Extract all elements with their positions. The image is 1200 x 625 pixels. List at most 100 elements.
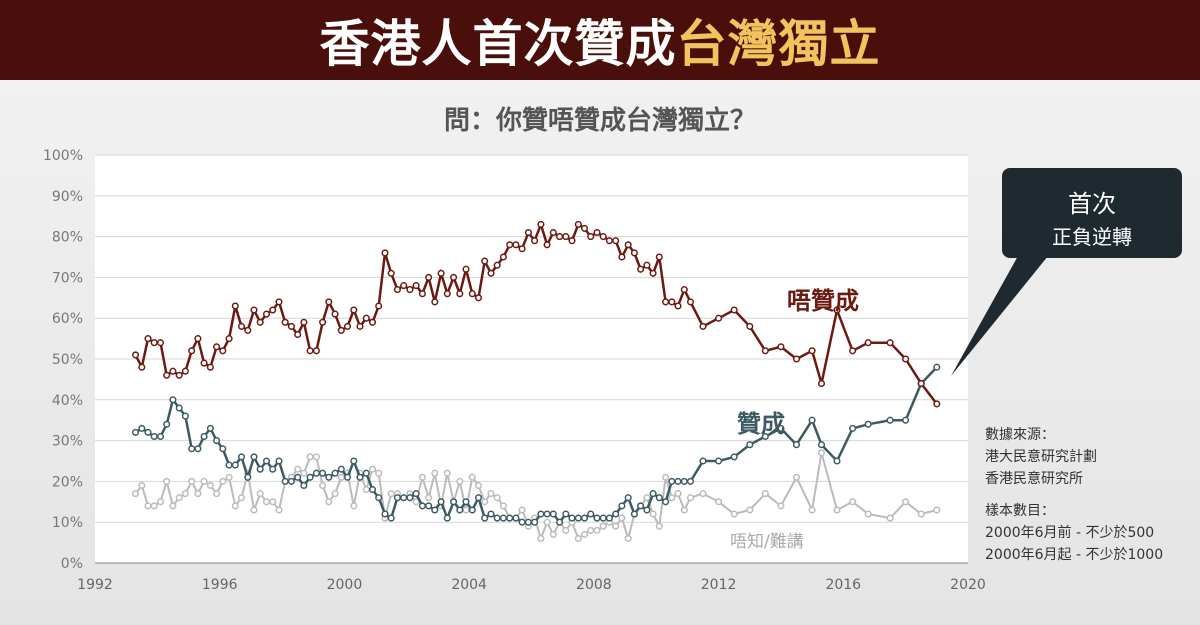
data-point-dontknow (468, 473, 476, 481)
data-point-dontknow (150, 502, 158, 510)
series-label-dontknow: 唔知/難講 (730, 532, 804, 552)
data-point-oppose (325, 298, 333, 306)
data-point-dontknow (163, 477, 171, 485)
data-point-oppose (262, 310, 271, 318)
data-point-oppose (668, 298, 676, 306)
data-point-dontknow (256, 490, 264, 498)
data-point-oppose (225, 335, 233, 343)
data-point-support (150, 432, 158, 441)
data-point-oppose (213, 343, 221, 351)
data-point-oppose (319, 318, 327, 326)
data-point-dontknow (587, 526, 595, 534)
data-point-support (343, 473, 352, 481)
y-tick-label: 20% (52, 474, 83, 490)
data-point-dontknow (387, 490, 395, 498)
data-point-support (406, 494, 414, 502)
data-point-oppose (206, 363, 214, 371)
data-point-dontknow (319, 481, 327, 490)
title-highlight: 台灣獨立 (676, 15, 881, 73)
data-point-support (131, 428, 140, 436)
data-point-oppose (574, 220, 582, 228)
y-tick-label: 50% (52, 352, 83, 368)
data-point-support (275, 457, 283, 465)
data-point-dontknow (262, 498, 271, 506)
data-point-support (531, 518, 539, 526)
data-point-support (188, 445, 196, 453)
data-point-oppose (593, 228, 601, 237)
data-point-support (262, 457, 271, 465)
data-point-support (200, 432, 208, 441)
data-point-dontknow (188, 477, 196, 485)
data-point-oppose (493, 261, 501, 269)
data-point-support (556, 518, 564, 526)
data-point-oppose (531, 237, 539, 245)
data-point-oppose (287, 322, 295, 330)
data-point-support (256, 465, 264, 473)
data-point-dontknow (194, 490, 202, 498)
y-tick-label: 90% (52, 189, 83, 205)
data-point-oppose (250, 306, 258, 314)
data-point-oppose (637, 265, 645, 273)
data-point-oppose (456, 290, 464, 298)
data-point-support (493, 514, 501, 522)
data-point-dontknow (612, 522, 620, 530)
x-tick-label: 2008 (576, 577, 612, 593)
data-point-dontknow (808, 506, 816, 514)
data-point-oppose (487, 269, 495, 277)
data-point-dontknow (543, 518, 551, 526)
data-point-oppose (337, 326, 345, 334)
data-point-support (437, 498, 445, 506)
data-point-support (269, 465, 277, 473)
data-point-dontknow (746, 506, 754, 514)
data-point-dontknow (599, 522, 607, 530)
data-point-support (169, 396, 177, 404)
data-point-support (400, 494, 408, 502)
x-tick-label: 2016 (825, 577, 861, 593)
y-tick-label: 30% (52, 434, 83, 450)
data-point-dontknow (169, 502, 177, 510)
data-point-dontknow (350, 502, 358, 510)
data-point-support (699, 457, 707, 465)
data-point-oppose (131, 351, 140, 359)
data-point-support (225, 461, 233, 469)
data-point-oppose (562, 233, 570, 241)
data-source-note: 數據來源： 港大民意研究計劃 香港民意研究所 (985, 424, 1097, 490)
data-point-support (605, 514, 613, 522)
data-point-oppose (163, 371, 171, 379)
data-point-dontknow (462, 506, 470, 514)
data-point-support (674, 477, 682, 485)
data-point-oppose (281, 318, 289, 326)
data-point-oppose (917, 379, 925, 388)
header-banner: 香港人首次贊成台灣獨立 (0, 0, 1200, 80)
data-point-support (312, 469, 320, 477)
data-point-dontknow (325, 498, 333, 506)
data-point-dontknow (362, 486, 370, 494)
x-tick-label: 1992 (77, 577, 113, 593)
data-point-support (624, 494, 632, 502)
data-point-support (512, 514, 520, 522)
data-point-dontknow (225, 473, 233, 481)
data-point-dontknow (761, 490, 769, 498)
data-point-oppose (294, 330, 302, 339)
callout-line2: 正負逆轉 (1052, 225, 1132, 249)
data-point-support (568, 514, 576, 522)
x-tick-label: 1996 (202, 577, 238, 593)
series-label-support: 贊成 (737, 410, 785, 438)
series-line-dontknow (134, 452, 938, 543)
data-point-dontknow (715, 498, 723, 506)
data-point-support (362, 469, 370, 477)
data-point-dontknow (668, 494, 676, 502)
data-point-support (902, 416, 910, 424)
data-point-support (593, 514, 601, 522)
data-point-dontknow (537, 534, 545, 543)
data-point-oppose (431, 298, 439, 306)
data-point-dontknow (680, 506, 688, 514)
data-point-dontknow (456, 477, 464, 485)
data-point-oppose (612, 237, 620, 245)
data-point-dontknow (231, 502, 239, 510)
data-point-oppose (587, 233, 595, 241)
data-point-dontknow (368, 465, 377, 473)
data-point-oppose (849, 347, 857, 355)
data-point-support (668, 477, 676, 485)
